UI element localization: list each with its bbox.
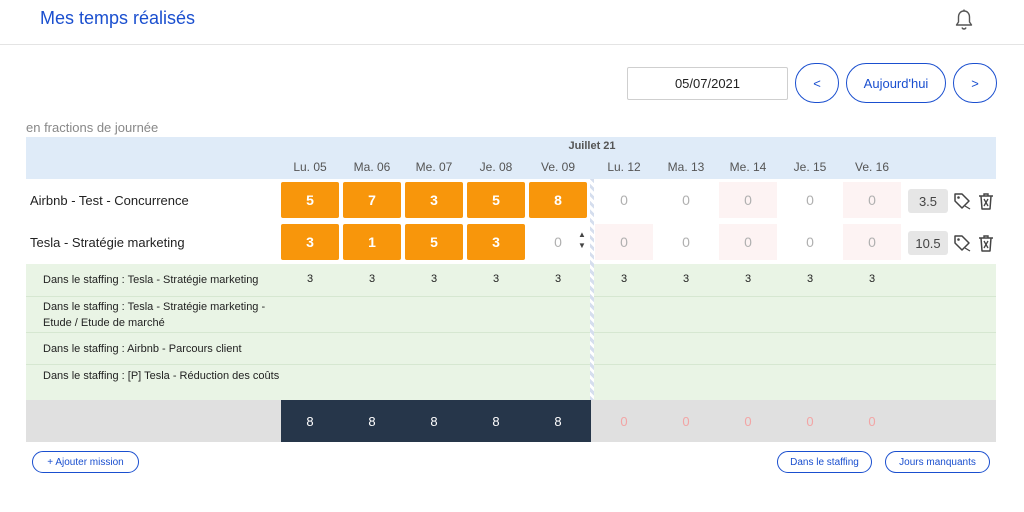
row-divider: [26, 332, 996, 333]
top-bar: Mes temps réalisés: [0, 0, 1024, 45]
staffing-value: 3: [554, 273, 562, 285]
time-cell[interactable]: 5: [467, 182, 525, 218]
day-header: Lu. 12: [607, 160, 641, 174]
staffing-value: 3: [744, 273, 752, 285]
mission-total: 3.5: [908, 189, 948, 213]
time-cell[interactable]: 0: [595, 224, 653, 260]
day-header: Me. 07: [415, 160, 453, 174]
time-cell[interactable]: 7: [343, 182, 401, 218]
calendar-header: [26, 137, 996, 179]
staffing-value: 3: [620, 273, 628, 285]
day-total: 8: [554, 413, 562, 429]
day-header: Lu. 05: [293, 160, 327, 174]
time-cell[interactable]: 0: [719, 224, 777, 260]
day-total: 0: [620, 413, 628, 429]
month-label: Juillet 21: [568, 140, 616, 152]
day-header: Je. 15: [793, 160, 827, 174]
time-cell[interactable]: 3: [405, 182, 463, 218]
row-divider: [26, 296, 996, 297]
tag-icon[interactable]: [952, 233, 972, 253]
day-total: 0: [806, 413, 814, 429]
staffing-value: 3: [492, 273, 500, 285]
trash-icon[interactable]: [976, 191, 996, 211]
day-header: Me. 14: [729, 160, 767, 174]
in-staffing-button[interactable]: Dans le staffing: [777, 451, 872, 473]
day-total: 0: [682, 413, 690, 429]
day-total: 8: [306, 413, 314, 429]
row-divider: [26, 364, 996, 365]
previous-week-button[interactable]: <: [795, 63, 839, 103]
day-total: 8: [492, 413, 500, 429]
bell-icon[interactable]: [952, 8, 976, 32]
time-cell[interactable]: 0: [595, 182, 653, 218]
time-cell[interactable]: 0: [781, 224, 839, 260]
page-title: Mes temps réalisés: [40, 8, 196, 28]
time-cell[interactable]: 8: [529, 182, 587, 218]
time-cell[interactable]: 0: [657, 182, 715, 218]
staffing-value: 3: [306, 273, 314, 285]
time-cell[interactable]: 0: [529, 224, 587, 260]
day-header: Ma. 06: [353, 160, 391, 174]
time-cell[interactable]: 3: [467, 224, 525, 260]
time-cell[interactable]: 3: [281, 224, 339, 260]
unit-label: en fractions de journée: [26, 120, 159, 135]
staffing-value: 3: [868, 273, 876, 285]
day-total: 0: [744, 413, 752, 429]
week-separator: [590, 179, 594, 400]
day-total: 8: [368, 413, 376, 429]
time-cell[interactable]: 0: [657, 224, 715, 260]
day-header: Ma. 13: [667, 160, 705, 174]
number-spinner[interactable]: ▲ ▼: [578, 230, 586, 250]
staffing-label: Dans le staffing : [P] Tesla - Réduction…: [43, 370, 280, 382]
next-week-button[interactable]: >: [953, 63, 997, 103]
time-cell[interactable]: 5: [281, 182, 339, 218]
tag-icon[interactable]: [952, 191, 972, 211]
time-cell[interactable]: 0: [719, 182, 777, 218]
staffing-value: 3: [368, 273, 376, 285]
mission-name: Airbnb - Test - Concurrence: [30, 193, 189, 208]
trash-icon[interactable]: [976, 233, 996, 253]
day-total: 8: [430, 413, 438, 429]
staffing-label: Dans le staffing : Tesla - Stratégie mar…: [43, 301, 266, 329]
day-header: Ve. 09: [540, 160, 576, 174]
today-button[interactable]: Aujourd'hui: [846, 63, 946, 103]
missing-days-button[interactable]: Jours manquants: [885, 451, 990, 473]
mission-total: 10.5: [908, 231, 948, 255]
time-cell[interactable]: 0: [843, 224, 901, 260]
mission-name: Tesla - Stratégie marketing: [30, 235, 185, 250]
date-input[interactable]: [627, 67, 788, 100]
time-cell[interactable]: 5: [405, 224, 463, 260]
staffing-value: 3: [430, 273, 438, 285]
day-header: Ve. 16: [854, 160, 890, 174]
staffing-value: 3: [682, 273, 690, 285]
staffing-label: Dans le staffing : Airbnb - Parcours cli…: [43, 343, 242, 355]
staffing-label: Dans le staffing : Tesla - Stratégie mar…: [43, 274, 259, 286]
staffing-value: 3: [806, 273, 814, 285]
week-totals-block: [281, 400, 591, 442]
add-mission-button[interactable]: + Ajouter mission: [32, 451, 139, 473]
time-cell[interactable]: 0: [781, 182, 839, 218]
day-total: 0: [868, 413, 876, 429]
time-cell[interactable]: 0: [843, 182, 901, 218]
day-header: Je. 08: [479, 160, 513, 174]
time-cell[interactable]: 1: [343, 224, 401, 260]
